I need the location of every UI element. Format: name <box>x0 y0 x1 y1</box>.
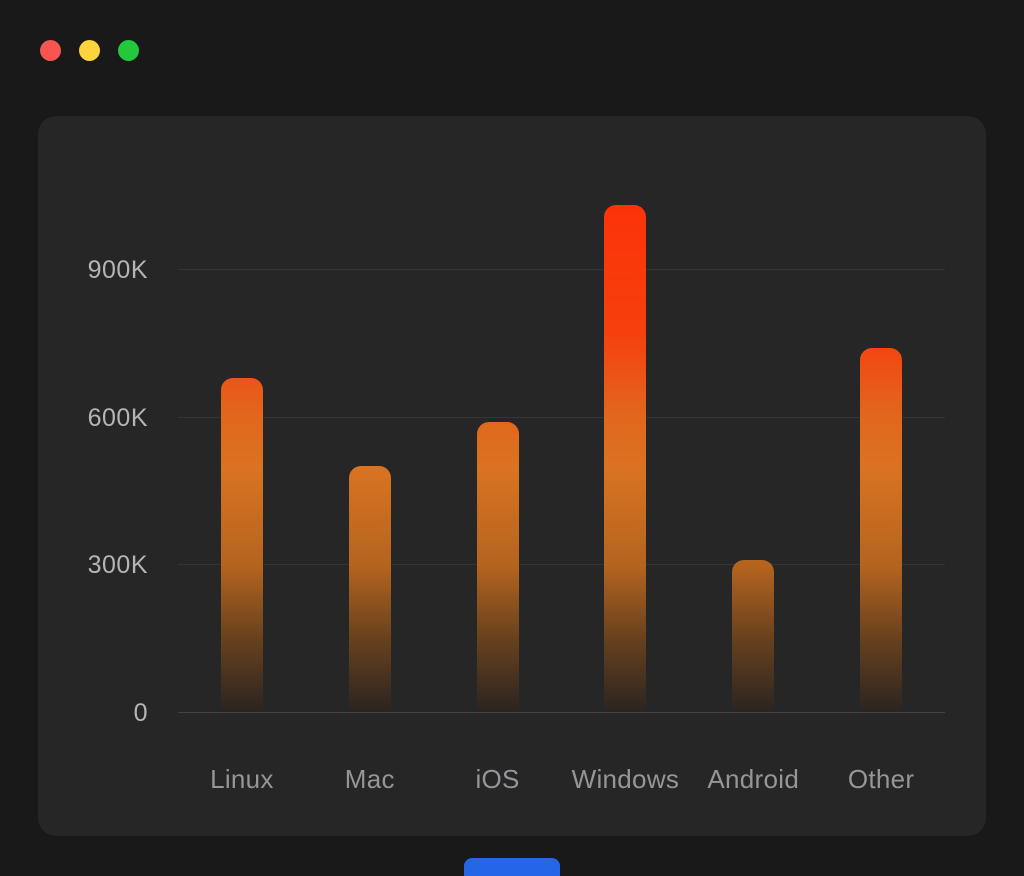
chart-panel: 0 300K 600K 900K Linux Mac iOS Windows Android Ot… <box>38 116 986 836</box>
x-axis-category-label: Windows <box>571 764 680 794</box>
plot-area: 0 300K 600K 900K Linux Mac iOS Windows Android Ot… <box>88 172 945 794</box>
bar-other <box>860 348 902 712</box>
x-axis-category-label: Mac <box>344 764 395 794</box>
y-axis-tick-label: 300K <box>87 551 148 580</box>
y-axis-tick-label: 0 <box>133 699 148 727</box>
x-axis-category-label: iOS <box>475 764 520 794</box>
grid-line-900K <box>178 269 945 271</box>
bar-linux <box>221 378 263 712</box>
window-controls <box>40 40 139 61</box>
bottom-blue-tab[interactable] <box>464 858 560 876</box>
x-axis-category-label: Android <box>707 764 800 794</box>
zoom-button[interactable] <box>118 40 139 61</box>
grid-line-300K <box>178 564 945 566</box>
close-button[interactable] <box>40 40 61 61</box>
x-axis-line <box>178 712 945 713</box>
y-axis-tick-label: 900K <box>87 256 148 285</box>
y-axis-tick-label: 600K <box>87 403 148 432</box>
bar-ios <box>477 422 519 712</box>
x-axis-category-label: Other <box>847 764 915 794</box>
minimize-button[interactable] <box>79 40 100 61</box>
x-axis-category-label: Linux <box>210 764 274 794</box>
grid-line-600K <box>178 416 945 418</box>
bar-android <box>732 560 774 712</box>
bar-mac <box>349 466 391 712</box>
bar-windows <box>604 205 646 712</box>
